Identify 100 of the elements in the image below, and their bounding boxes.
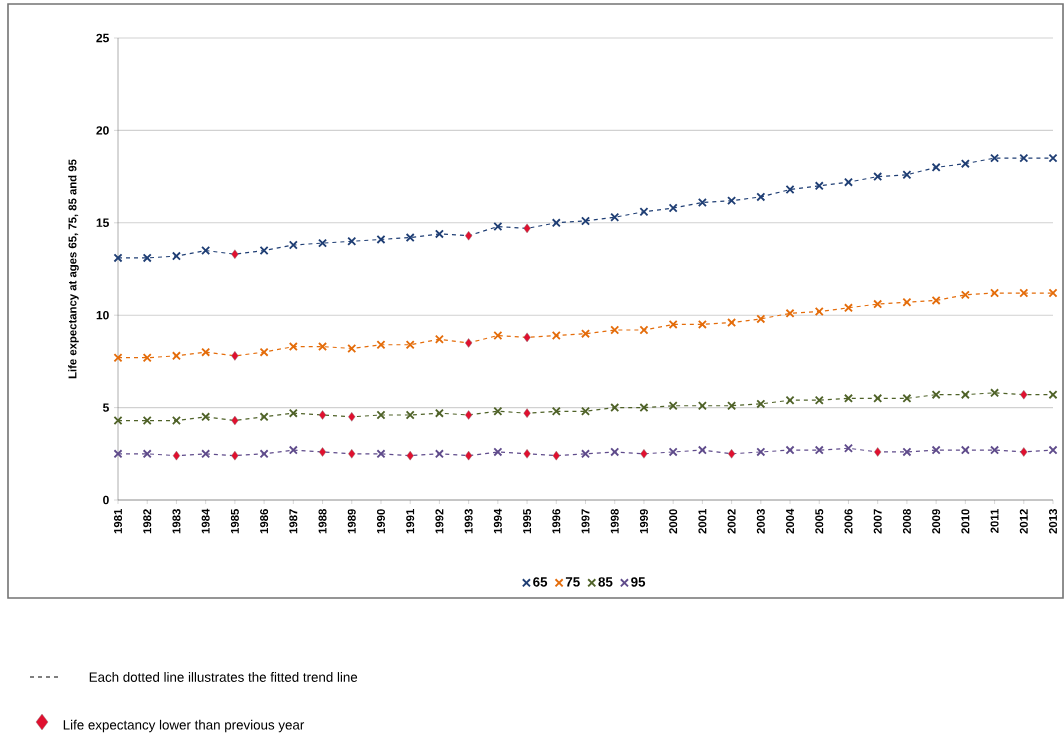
- point: [697, 197, 707, 207]
- point: [697, 445, 707, 455]
- point: [523, 449, 531, 459]
- point: [785, 308, 795, 318]
- point: [1020, 447, 1028, 457]
- point: [171, 251, 181, 261]
- point: [551, 406, 561, 416]
- x-tick-label: 1995: [523, 509, 532, 534]
- point: [727, 401, 737, 411]
- point: [288, 445, 298, 455]
- x-tick-label: 1990: [376, 509, 385, 534]
- point: [580, 329, 591, 339]
- point: [668, 319, 678, 329]
- legend-label: 65: [533, 577, 548, 587]
- point: [610, 403, 620, 413]
- point: [523, 223, 531, 234]
- point: [902, 297, 912, 307]
- x-tick-label: 2004: [786, 508, 795, 534]
- x-tick-label: 1985: [230, 509, 239, 534]
- point: [406, 450, 414, 461]
- point: [405, 233, 415, 243]
- point: [960, 445, 970, 455]
- point: [552, 450, 560, 461]
- x-tick-label: 1999: [639, 509, 648, 534]
- point: [493, 447, 503, 457]
- text: Each dotted line illustrates the fitted trend line: [89, 672, 358, 682]
- point: [814, 395, 824, 405]
- point: [785, 395, 795, 405]
- point: [756, 192, 766, 202]
- x-tick-label: 2005: [815, 509, 824, 534]
- point: [1019, 153, 1029, 163]
- legend-label: Life expectancy lower than previous year: [63, 719, 305, 733]
- point: [465, 231, 473, 241]
- point: [493, 331, 503, 341]
- point: [843, 443, 853, 453]
- y-tick-label: 15: [96, 218, 109, 227]
- point: [259, 449, 269, 459]
- point: [814, 181, 824, 191]
- point: [318, 410, 327, 420]
- point: [697, 401, 707, 411]
- x-tick-label: 1982: [143, 509, 152, 534]
- point: [288, 342, 298, 352]
- point: [113, 416, 123, 426]
- x-tick-label: 1992: [435, 509, 444, 534]
- point: [347, 343, 357, 353]
- legend-label: 95: [631, 577, 646, 587]
- point: [960, 390, 970, 400]
- x-tick-label: 2001: [698, 509, 707, 534]
- point: [960, 290, 970, 300]
- x-tick-label: 1984: [201, 508, 210, 534]
- point: [142, 449, 152, 459]
- point: [668, 203, 678, 213]
- point: [931, 162, 941, 172]
- point: [113, 449, 123, 459]
- point: [201, 412, 211, 422]
- point: [201, 246, 211, 256]
- x-tick-label: 2013: [1049, 509, 1058, 534]
- x-tick-label: 2000: [669, 509, 678, 534]
- legend-label: 75: [565, 577, 580, 587]
- point: [376, 340, 386, 350]
- point: [843, 303, 853, 313]
- point: [580, 216, 591, 226]
- point: [1020, 389, 1028, 400]
- x-tick-label: 1994: [493, 508, 502, 534]
- point: [902, 447, 912, 457]
- point: [201, 347, 211, 357]
- point: [610, 447, 620, 457]
- x-tick-label: 1989: [347, 509, 356, 534]
- point: [318, 447, 327, 457]
- point: [347, 236, 357, 246]
- point: [785, 185, 795, 195]
- point: [171, 416, 181, 426]
- x-tick-label: 1988: [318, 509, 327, 534]
- point: [1048, 390, 1058, 400]
- point: [348, 412, 356, 422]
- point: [639, 325, 649, 335]
- x-tick-label: 1987: [289, 509, 298, 534]
- point: [259, 246, 269, 256]
- x-tick-label: 2009: [932, 509, 941, 534]
- y-tick-label: 25: [96, 33, 109, 43]
- point: [259, 412, 269, 422]
- x-tick-label: 1998: [610, 509, 619, 534]
- point: [113, 353, 123, 363]
- point: [931, 390, 941, 400]
- point: [931, 295, 941, 305]
- point: [493, 406, 503, 416]
- point: [551, 218, 561, 228]
- point: [465, 338, 473, 348]
- point: [873, 299, 883, 309]
- point: [231, 351, 239, 361]
- point: [1048, 288, 1058, 298]
- point: [434, 449, 444, 459]
- point: [785, 445, 795, 455]
- y-tick-label: 5: [102, 403, 109, 412]
- legend-label: 85: [598, 577, 613, 587]
- point: [231, 249, 239, 259]
- x-tick-label: 1997: [581, 509, 590, 534]
- point: [376, 449, 386, 459]
- point: [640, 449, 648, 459]
- point: [288, 408, 298, 418]
